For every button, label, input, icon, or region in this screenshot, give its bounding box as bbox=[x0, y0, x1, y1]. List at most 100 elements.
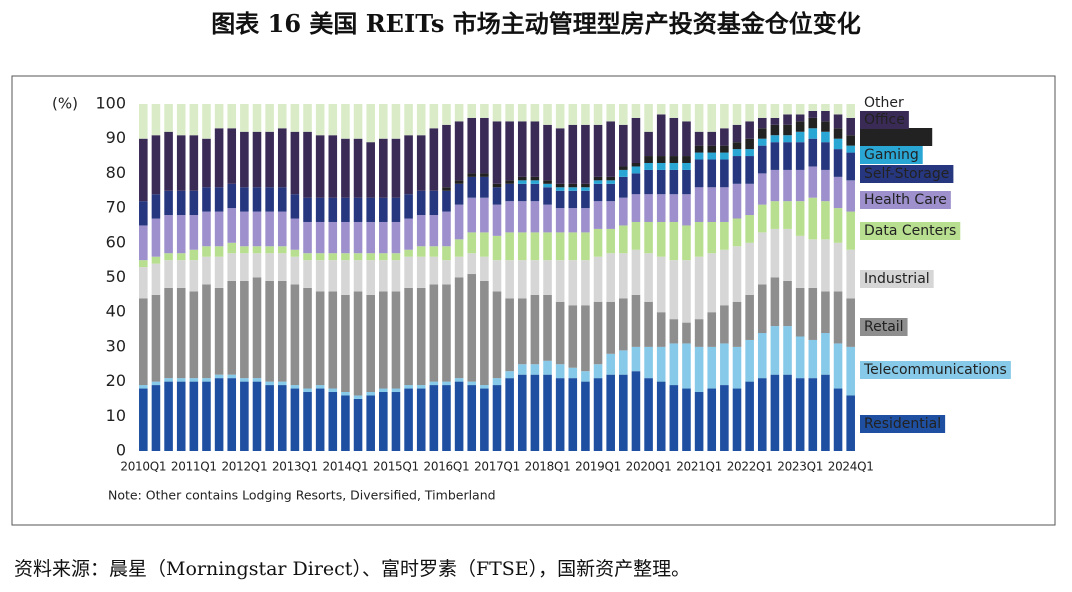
bar-segment bbox=[379, 197, 388, 222]
bar-segment bbox=[694, 319, 704, 347]
bar-segment bbox=[517, 121, 527, 177]
x-tick-label: 2020Q1 bbox=[626, 460, 672, 474]
bar-segment bbox=[227, 128, 237, 184]
bar-segment bbox=[543, 187, 552, 205]
bar-segment bbox=[656, 194, 666, 222]
bar-segment bbox=[227, 183, 237, 209]
bar-segment bbox=[682, 322, 691, 344]
bar-segment bbox=[808, 239, 818, 288]
bar-segment bbox=[202, 256, 211, 285]
x-tick-label: 2011Q1 bbox=[171, 460, 217, 474]
bar-segment bbox=[379, 260, 388, 292]
bar-segment bbox=[189, 260, 199, 292]
bar-segment bbox=[480, 256, 489, 281]
bar-segment bbox=[505, 201, 514, 233]
bar-segment bbox=[720, 385, 729, 451]
bar-segment bbox=[593, 228, 603, 257]
bar-segment bbox=[442, 385, 451, 451]
bar-segment bbox=[606, 121, 615, 177]
bar-segment bbox=[555, 104, 565, 129]
bar-segment bbox=[821, 121, 830, 132]
bar-segment bbox=[619, 298, 628, 351]
bar-segment bbox=[151, 294, 161, 382]
bar-segment bbox=[227, 280, 237, 375]
bar-segment bbox=[631, 346, 641, 372]
bar-segment bbox=[517, 180, 527, 184]
bar-segment bbox=[341, 197, 350, 222]
bar-segment bbox=[429, 104, 439, 129]
bar-segment bbox=[227, 104, 237, 129]
bar-segment bbox=[202, 284, 211, 379]
bar-segment bbox=[808, 128, 818, 139]
legend-label: Self-Storage bbox=[864, 166, 949, 182]
bar-segment bbox=[606, 374, 615, 451]
bar-segment bbox=[328, 221, 338, 254]
bar-segment bbox=[593, 301, 603, 365]
bar-segment bbox=[707, 346, 717, 389]
bar-segment bbox=[808, 166, 818, 198]
bar-segment bbox=[808, 138, 818, 167]
bar-segment bbox=[315, 385, 325, 389]
bar-segment bbox=[303, 392, 312, 451]
bar-segment bbox=[252, 211, 262, 247]
bar-segment bbox=[846, 104, 855, 118]
bar-segment bbox=[214, 246, 224, 257]
bar-segment bbox=[606, 104, 615, 122]
bar-segment bbox=[467, 381, 477, 386]
bar-segment bbox=[543, 260, 552, 295]
y-tick-label: 50 bbox=[106, 267, 126, 286]
bar-segment bbox=[555, 364, 565, 379]
bar-segment bbox=[176, 215, 186, 254]
bar-segment bbox=[745, 339, 754, 382]
bar-segment bbox=[770, 201, 780, 229]
bar-segment bbox=[505, 104, 514, 122]
bar-segment bbox=[404, 249, 413, 257]
bar-segment bbox=[290, 104, 300, 132]
bar-segment bbox=[833, 242, 843, 292]
bar-segment bbox=[707, 388, 717, 451]
bar-segment bbox=[164, 104, 173, 132]
bar-segment bbox=[581, 124, 590, 184]
bar-segment bbox=[416, 246, 426, 257]
bar-segment bbox=[631, 294, 641, 347]
bar-segment bbox=[745, 104, 754, 122]
bar-segment bbox=[846, 298, 855, 347]
bar-segment bbox=[707, 145, 717, 153]
bar-segment bbox=[593, 180, 603, 184]
bar-segment bbox=[341, 392, 350, 396]
bar-segment bbox=[606, 301, 615, 354]
bar-segment bbox=[682, 162, 691, 170]
y-tick-label: 40 bbox=[106, 302, 126, 321]
bar-segment bbox=[669, 319, 679, 344]
bar-segment bbox=[846, 180, 855, 212]
bar-segment bbox=[277, 246, 287, 254]
bar-segment bbox=[669, 162, 679, 170]
legend-swatch bbox=[860, 361, 1011, 379]
bar-segment bbox=[366, 142, 375, 198]
bar-segment bbox=[164, 253, 173, 261]
bar-segment bbox=[783, 104, 792, 115]
bar-segment bbox=[252, 246, 262, 254]
legend-item: Telecommunications bbox=[860, 361, 1011, 379]
bar-segment bbox=[720, 104, 729, 129]
bar-segment bbox=[517, 201, 527, 233]
bar-segment bbox=[757, 204, 767, 233]
bar-segment bbox=[770, 374, 780, 451]
x-tick-label: 2012Q1 bbox=[221, 460, 267, 474]
bar-segment bbox=[454, 256, 464, 278]
bar-segment bbox=[290, 284, 300, 386]
x-tick-label: 2023Q1 bbox=[777, 460, 823, 474]
bar-segment bbox=[480, 232, 489, 257]
bar-segment bbox=[505, 378, 514, 451]
bar-segment bbox=[530, 374, 540, 451]
x-tick-label: 2013Q1 bbox=[272, 460, 318, 474]
bar-segment bbox=[846, 152, 855, 181]
bar-segment bbox=[669, 221, 679, 261]
bar-segment bbox=[139, 225, 148, 261]
bar-segment bbox=[682, 343, 691, 389]
bar-segment bbox=[694, 145, 704, 153]
bar-segment bbox=[416, 385, 426, 389]
bar-segment bbox=[808, 339, 818, 379]
bar-segment bbox=[656, 256, 666, 313]
bar-segment bbox=[530, 121, 540, 177]
